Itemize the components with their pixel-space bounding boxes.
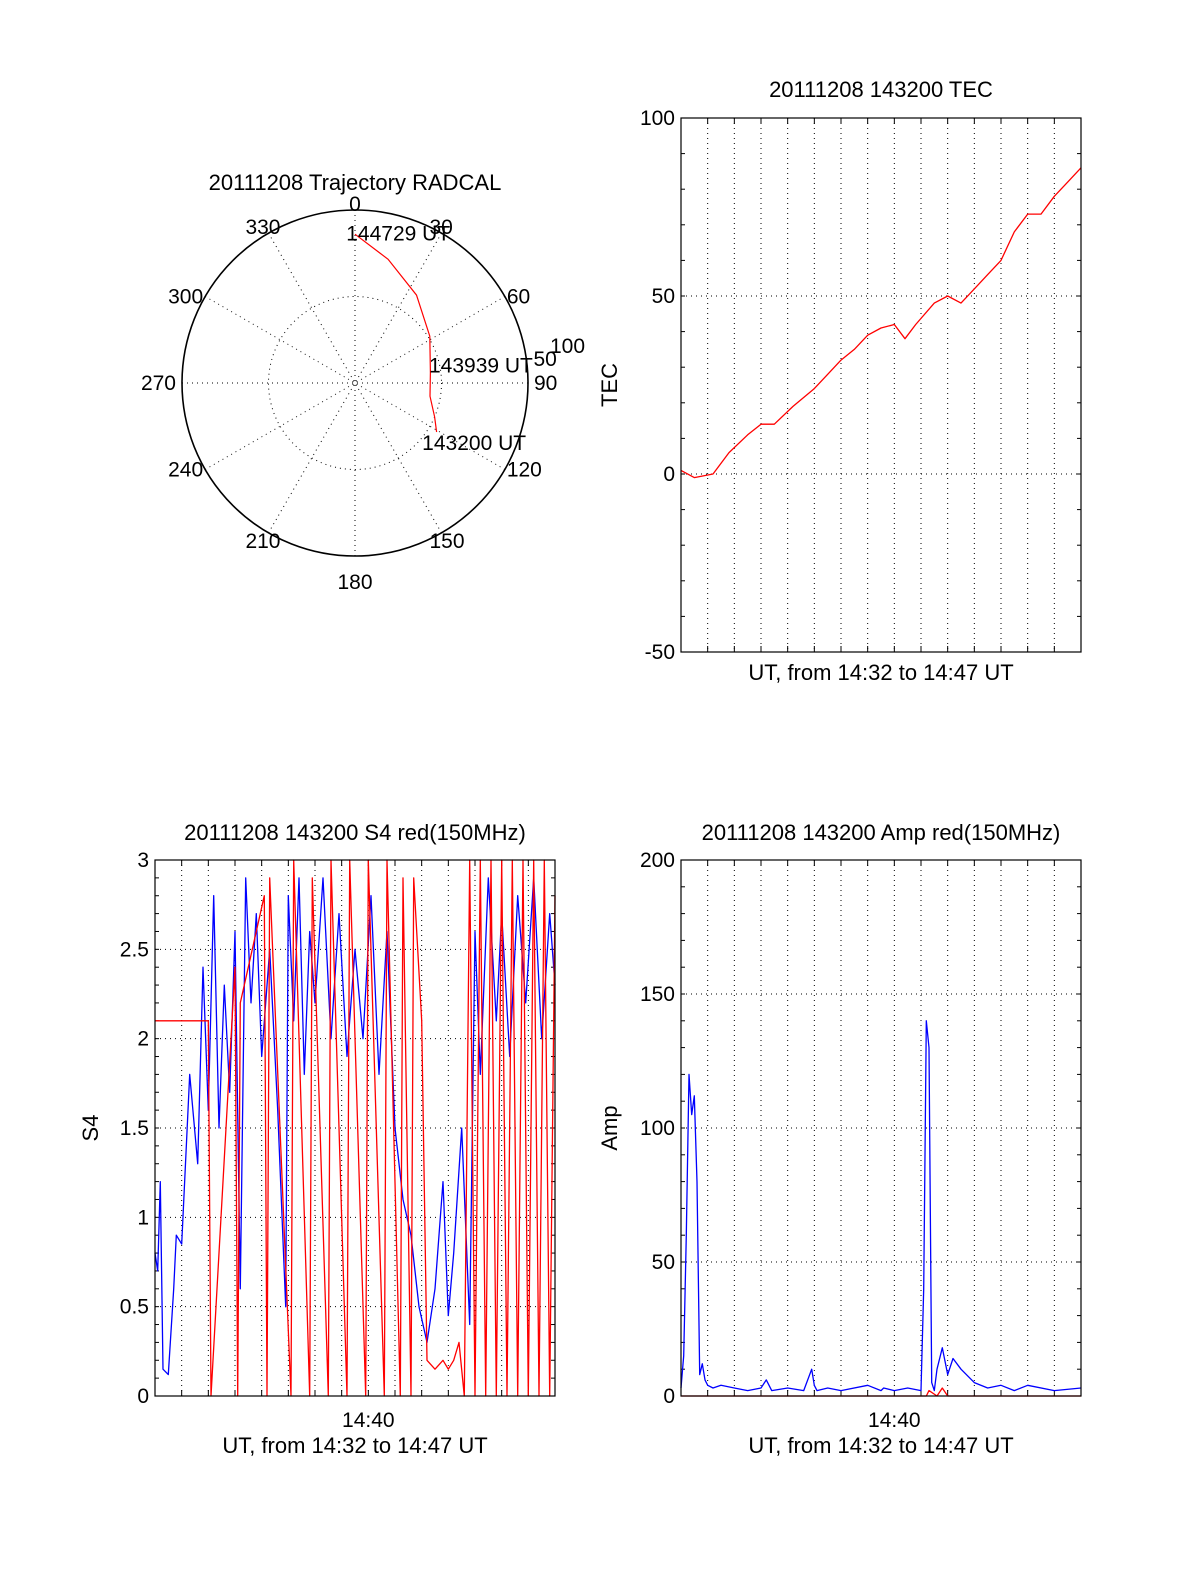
polar-azimuth-label: 0 [349,193,361,216]
tec-ytick-label: 0 [663,463,675,486]
s4-chart: 20111208 143200 S4 red(150MHz) UT, from … [78,820,556,1458]
amp-ytick-label: 100 [640,1117,675,1140]
amp-ytick-label: 200 [640,849,675,872]
amp-series-line-0 [680,1020,1082,1392]
s4-xlabel: UT, from 14:32 to 14:47 UT [222,1433,487,1458]
s4-ytick-label: 3 [137,849,149,872]
polar-azimuth-labels: 0 30 60 90 120 150 180 210 240 270 300 330 [141,193,557,594]
s4-series-line-1 [155,859,556,1397]
trajectory-polar-chart: 20111208 Trajectory RADCAL 0 30 60 90 120 150… [141,170,585,594]
amp-ytick-label: 50 [652,1251,675,1274]
s4-ytick-label: 1 [137,1206,149,1229]
s4-plot-frame [154,859,556,1397]
s4-ylabel: S4 [78,1115,103,1142]
amp-chart: 20111208 143200 Amp red(150MHz) UT, from… [597,820,1082,1458]
polar-spoke [268,232,442,534]
s4-title: 20111208 143200 S4 red(150MHz) [184,820,526,845]
s4-ytick-label: 0 [137,1385,149,1408]
polar-azimuth-label: 300 [168,286,203,309]
polar-time-annotation: 143939 UT [429,354,533,377]
s4-ytick-label: 0.5 [120,1296,149,1319]
polar-spoke [268,232,442,534]
tec-plot-frame [680,117,1082,653]
tec-chart: 20111208 143200 TEC UT, from 14:32 to 14… [597,77,1082,685]
polar-annotations: 144729 UT 143939 UT 143200 UT [346,223,533,455]
amp-xlabel: UT, from 14:32 to 14:47 UT [748,1433,1013,1458]
amp-ylabel: Amp [597,1105,622,1150]
polar-inner-ring [268,296,442,470]
s4-ytick-label: 2 [137,1028,149,1051]
amp-ticks: 200 150 100 50 0 14:40 [640,849,1082,1432]
polar-azimuth-label: 30 [430,216,453,239]
polar-azimuth-label: 240 [168,459,203,482]
polar-azimuth-label: 210 [245,530,280,553]
tec-title: 20111208 143200 TEC [769,77,993,102]
polar-trajectory-series [354,233,438,433]
polar-azimuth-label: 330 [245,216,280,239]
tec-ytick-label: -50 [645,641,675,664]
amp-ytick-label: 0 [663,1385,675,1408]
s4-ytick-label: 2.5 [120,938,149,961]
polar-azimuth-label: 120 [507,459,542,482]
s4-ytick-label: 1.5 [120,1117,149,1140]
polar-grid [181,209,529,557]
tec-ticks: 100 50 0 -50 [640,107,1082,664]
polar-title: 20111208 Trajectory RADCAL [209,170,502,195]
amp-plot-frame [680,859,1082,1397]
polar-outer-ring [181,209,529,557]
tec-grid [681,118,1081,652]
polar-azimuth-label: 180 [337,571,372,594]
s4-series [154,859,556,1397]
amp-ytick-label: 150 [640,983,675,1006]
tec-ytick-label: 50 [652,285,675,308]
polar-azimuth-label: 60 [507,286,530,309]
amp-title: 20111208 143200 Amp red(150MHz) [702,820,1061,845]
polar-time-annotation: 143200 UT [422,432,526,455]
s4-xtick-label: 14:40 [342,1409,395,1432]
tec-xlabel: UT, from 14:32 to 14:47 UT [748,660,1013,685]
polar-azimuth-label: 270 [141,372,176,395]
polar-azimuth-label: 150 [430,530,465,553]
tec-ylabel: TEC [597,363,622,407]
polar-radial-label: 50 [534,348,557,371]
polar-trajectory-line [354,233,438,433]
polar-time-annotation: 144729 UT [346,223,450,246]
amp-xtick-label: 14:40 [868,1409,921,1432]
polar-radial-label: 100 [550,335,585,358]
tec-series-line-0 [680,167,1082,479]
tec-series [680,167,1082,479]
amp-series [680,1020,1082,1397]
polar-azimuth-label: 90 [534,372,557,395]
amp-grid [681,860,1081,1396]
tec-ytick-label: 100 [640,107,675,130]
s4-ticks: 3 2.5 2 1.5 1 0.5 0 14:40 [120,849,556,1432]
